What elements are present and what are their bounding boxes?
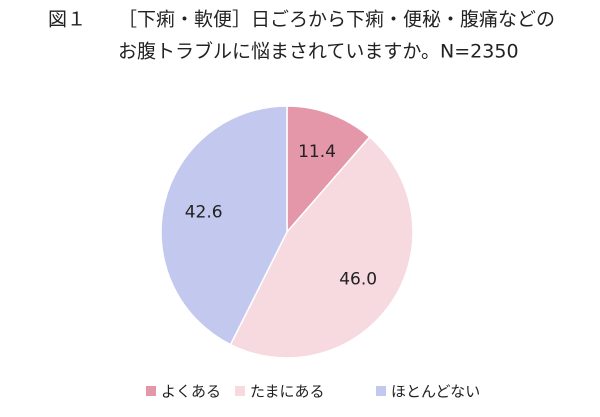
data-label: 42.6: [185, 202, 223, 222]
pie-slice: [160, 105, 288, 346]
data-label: 46.0: [339, 270, 377, 290]
legend-label: ほとんどない: [391, 383, 480, 401]
legend-swatch: [235, 386, 245, 396]
pie-slice: [286, 105, 371, 235]
chart-title: ［下痢・軟便］日ごろから下痢・便秘・腹痛などの: [118, 9, 555, 31]
chart-title: お腹トラブルに悩まされていますか。N=2350: [118, 40, 519, 63]
legend-swatch: [146, 386, 156, 396]
figure-label: 図１: [48, 9, 86, 31]
legend-swatch: [376, 386, 386, 396]
legend-label: たまにある: [250, 383, 325, 401]
data-label: 11.4: [298, 142, 336, 162]
legend-label: よくある: [161, 383, 221, 401]
pie-slice: [229, 135, 414, 359]
